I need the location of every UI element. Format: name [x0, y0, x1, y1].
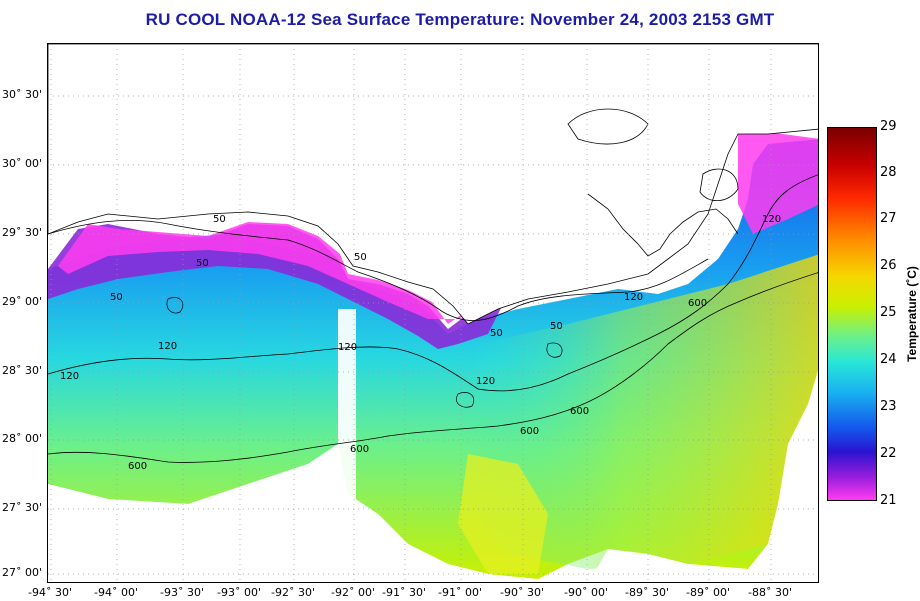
lon-label: -92˚ 30' — [271, 586, 315, 599]
sst-map-canvas: 50 50 50 50 50 50 120 120 120 120 120 12… — [48, 44, 818, 582]
contour-label: 120 — [476, 376, 495, 387]
cold-coastal-edge — [58, 222, 492, 324]
cloud-mask-strip — [338, 309, 356, 509]
lon-label: -93˚ 30' — [160, 586, 204, 599]
contour-label: 120 — [158, 341, 177, 352]
colorbar-tick: 25 — [880, 305, 897, 320]
sst-map: 50 50 50 50 50 50 120 120 120 120 120 12… — [47, 43, 819, 583]
sst-warm-plume — [458, 454, 548, 574]
lat-label: 27˚ 30' — [1, 501, 42, 514]
lat-label: 29˚ 30' — [1, 226, 42, 239]
lat-label: 27˚ 00' — [1, 566, 42, 579]
colorbar-axis-label: Temperature (˚C) — [905, 266, 919, 362]
contour-label: 50 — [550, 321, 563, 332]
contour-label: 600 — [350, 444, 369, 455]
contour-label: 50 — [196, 258, 209, 269]
contour-label: 120 — [762, 214, 781, 225]
contour-label: 600 — [128, 461, 147, 472]
lon-label: -94˚ 00' — [94, 586, 138, 599]
lon-label: -92˚ 00' — [331, 586, 375, 599]
map-title: RU COOL NOAA-12 Sea Surface Temperature:… — [145, 10, 775, 29]
contour-label: 600 — [570, 406, 589, 417]
contour-label: 600 — [520, 426, 539, 437]
lon-label: -94˚ 30' — [28, 586, 72, 599]
lon-label: -90˚ 30' — [500, 586, 544, 599]
contour-label: 120 — [338, 342, 357, 353]
contour-120m — [48, 174, 818, 392]
contour-label: 600 — [688, 298, 707, 309]
cold-east-edge — [738, 132, 818, 234]
contour-50m — [48, 219, 709, 321]
contour-label: 50 — [490, 328, 503, 339]
lon-label: -91˚ 30' — [382, 586, 426, 599]
lat-label: 28˚ 00' — [1, 432, 42, 445]
colorbar-tick: 28 — [880, 165, 897, 180]
contour-label: 50 — [213, 214, 226, 225]
graticule — [48, 44, 818, 582]
lon-label: -88˚ 30' — [748, 586, 792, 599]
sst-warm-overlay — [458, 254, 818, 569]
colorbar-tick: 22 — [880, 446, 897, 461]
lat-label: 28˚ 30' — [1, 364, 42, 377]
contour-600m — [48, 272, 818, 463]
lat-label: 30˚ 00' — [1, 157, 42, 170]
cloud-mask-southwest — [48, 444, 488, 582]
cold-coastal-band — [48, 224, 508, 349]
lon-label: -89˚ 00' — [686, 586, 730, 599]
colorbar-tick: 26 — [880, 258, 897, 273]
contour-label: 120 — [624, 292, 643, 303]
lon-label: -93˚ 00' — [217, 586, 261, 599]
contour-label: 50 — [354, 252, 367, 263]
land-mass — [48, 44, 818, 325]
delta-coastline — [587, 193, 739, 257]
contour-label: 50 — [110, 292, 123, 303]
contour-shelf-detail — [166, 297, 563, 408]
contour-label: 120 — [60, 371, 79, 382]
lat-label: 30˚ 30' — [1, 88, 42, 101]
colorbar-tick: 27 — [880, 211, 897, 226]
colorbar-tick: 24 — [880, 352, 897, 367]
cloud-mask-southeast — [589, 370, 818, 582]
lat-label: 29˚ 00' — [1, 295, 42, 308]
temperature-colorbar — [827, 127, 877, 501]
lon-label: -90˚ 00' — [564, 586, 608, 599]
lon-label: -89˚ 30' — [625, 586, 669, 599]
colorbar-tick: 21 — [880, 493, 897, 508]
colorbar-tick: 23 — [880, 399, 897, 414]
lon-label: -91˚ 00' — [438, 586, 482, 599]
colorbar-tick: 29 — [880, 119, 897, 134]
